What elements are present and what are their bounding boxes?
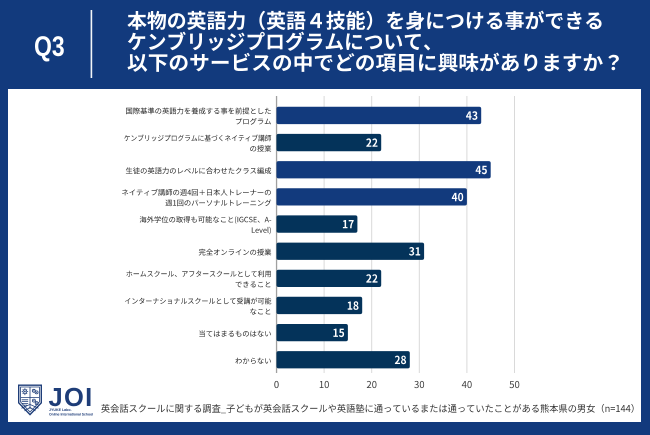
svg-text:JYUKE Labo.: JYUKE Labo. — [49, 408, 72, 412]
svg-text:JOI: JOI — [49, 384, 94, 412]
svg-text:Online International School: Online International School — [49, 413, 93, 417]
